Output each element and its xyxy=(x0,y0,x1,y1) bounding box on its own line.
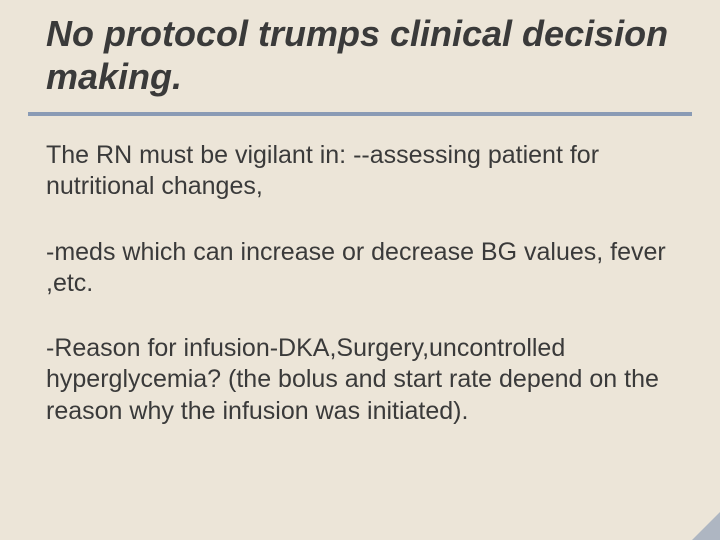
paragraph: -Reason for infusion-DKA,Surgery,uncontr… xyxy=(46,333,674,427)
page-curl-icon xyxy=(692,512,720,540)
paragraph: -meds which can increase or decrease BG … xyxy=(46,237,674,300)
slide-body: The RN must be vigilant in: --assessing … xyxy=(46,140,674,427)
slide: No protocol trumps clinical decision mak… xyxy=(0,0,720,540)
slide-title: No protocol trumps clinical decision mak… xyxy=(46,12,674,98)
paragraph: The RN must be vigilant in: --assessing … xyxy=(46,140,674,203)
